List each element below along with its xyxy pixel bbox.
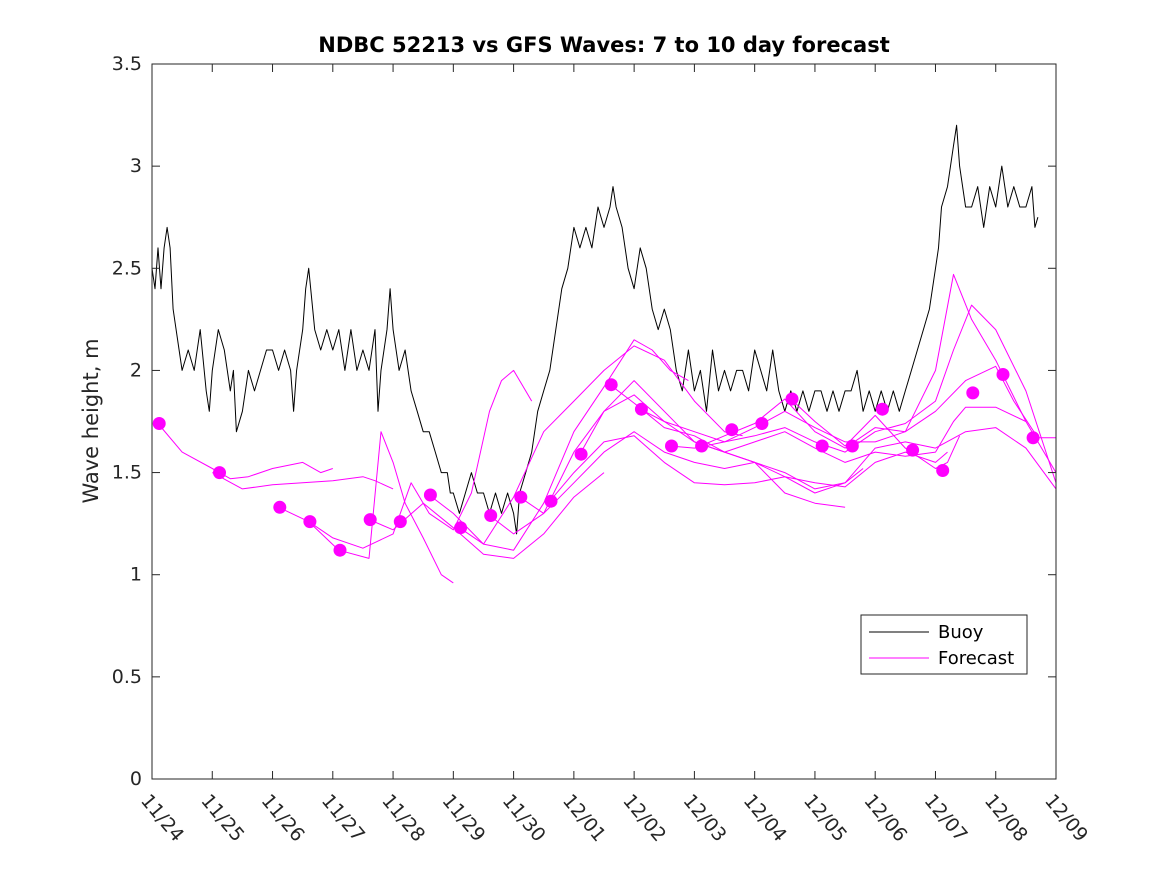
forecast-start-marker	[333, 543, 347, 557]
legend-forecast-label: Forecast	[938, 648, 1014, 669]
forecast-start-marker	[725, 423, 739, 437]
forecast-start-marker	[665, 439, 678, 453]
forecast-start-marker	[845, 439, 859, 453]
forecast-start-marker	[484, 509, 498, 522]
forecast-line	[157, 423, 333, 480]
forecast-start-marker	[363, 513, 377, 527]
forecast-start-marker	[996, 368, 1010, 381]
chart-title: NDBC 52213 vs GFS Waves: 7 to 10 day for…	[318, 33, 889, 57]
forecast-start-marker	[695, 439, 709, 453]
y-tick-label: 2	[130, 359, 142, 381]
y-tick-label: 1	[130, 564, 142, 586]
y-tick-label: 1.5	[112, 462, 142, 484]
series-layer	[151, 124, 1057, 584]
forecast-start-marker	[273, 500, 287, 514]
y-tick-label: 3	[130, 155, 142, 177]
forecast-start-marker	[1026, 431, 1040, 445]
forecast-start-marker	[815, 439, 829, 453]
legend: Buoy Forecast	[860, 614, 1028, 675]
forecast-line	[670, 273, 1057, 473]
forecast-line	[609, 384, 1057, 490]
buoy-line	[151, 124, 1039, 535]
forecast-line	[212, 472, 394, 490]
forecast-start-marker	[755, 417, 769, 430]
forecast-start-marker	[213, 466, 226, 480]
y-tick-label: 0	[130, 768, 142, 790]
legend-box	[860, 614, 1028, 675]
forecast-start-marker	[936, 464, 950, 477]
forecast-line	[519, 431, 864, 514]
forecast-line	[459, 345, 743, 545]
forecast-start-marker	[634, 402, 648, 416]
forecast-start-marker	[604, 378, 618, 392]
forecast-start-marker	[785, 392, 799, 406]
forecast-start-marker	[544, 494, 558, 508]
forecast-start-marker	[906, 443, 920, 457]
forecast-start-marker	[423, 488, 437, 502]
forecast-start-marker	[514, 490, 528, 504]
forecast-line	[549, 435, 948, 502]
forecast-start-marker	[966, 386, 980, 400]
y-tick-label: 2.5	[112, 257, 142, 279]
y-axis-label: Wave height, m	[79, 338, 103, 503]
forecast-start-marker	[574, 447, 588, 461]
forecast-start-marker	[152, 417, 166, 430]
forecast-start-marker	[875, 402, 889, 416]
forecast-start-marker	[303, 515, 317, 529]
forecast-line	[790, 398, 961, 469]
legend-buoy-label: Buoy	[938, 622, 984, 643]
forecast-line	[308, 369, 533, 549]
y-tick-label: 3.5	[112, 53, 142, 75]
plot-frame	[151, 63, 1057, 780]
forecast-line	[579, 394, 1027, 463]
forecast-line	[278, 431, 454, 584]
forecast-start-marker	[393, 515, 407, 529]
y-tick-label: 0.5	[112, 666, 142, 688]
forecast-start-marker	[454, 521, 468, 535]
